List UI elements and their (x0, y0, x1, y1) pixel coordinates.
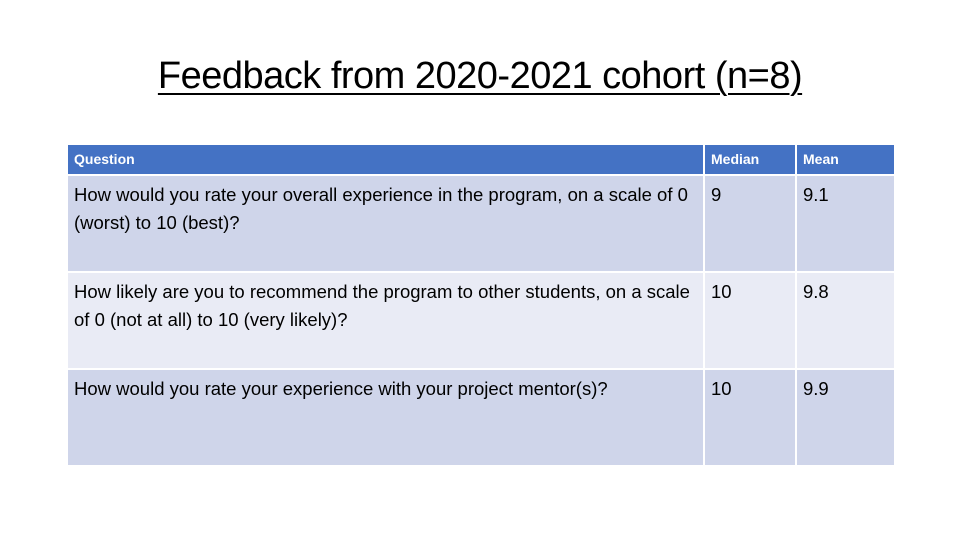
median-cell: 10 (703, 271, 797, 370)
mean-cell: 9.9 (795, 368, 896, 467)
question-cell: How would you rate your overall experien… (66, 174, 705, 273)
median-cell: 10 (703, 368, 797, 467)
slide-title: Feedback from 2020-2021 cohort (n=8) (157, 55, 803, 97)
feedback-table: Question Median Mean How would you rate … (66, 143, 896, 467)
question-cell: How likely are you to recommend the prog… (66, 271, 705, 370)
question-cell: How would you rate your experience with … (66, 368, 705, 467)
mean-cell: 9.1 (795, 174, 896, 273)
median-cell: 9 (703, 174, 797, 273)
table-row: How likely are you to recommend the prog… (66, 271, 896, 370)
header-mean: Mean (795, 143, 896, 176)
table-row: How would you rate your overall experien… (66, 174, 896, 273)
mean-cell: 9.8 (795, 271, 896, 370)
table-row: How would you rate your experience with … (66, 368, 896, 467)
header-median: Median (703, 143, 797, 176)
header-question: Question (66, 143, 705, 176)
table-header-row: Question Median Mean (66, 143, 896, 176)
